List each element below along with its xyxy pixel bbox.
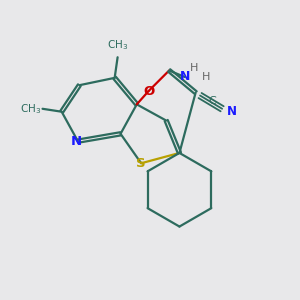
Text: CH$_3$: CH$_3$ [107, 38, 128, 52]
Text: C: C [208, 96, 216, 106]
Text: CH$_3$: CH$_3$ [20, 102, 41, 116]
Text: S: S [136, 157, 146, 170]
Text: N: N [180, 70, 190, 83]
Text: N: N [226, 105, 237, 118]
Text: H: H [202, 72, 210, 82]
Text: H: H [190, 63, 198, 73]
Text: O: O [143, 85, 154, 98]
Text: N: N [71, 135, 82, 148]
